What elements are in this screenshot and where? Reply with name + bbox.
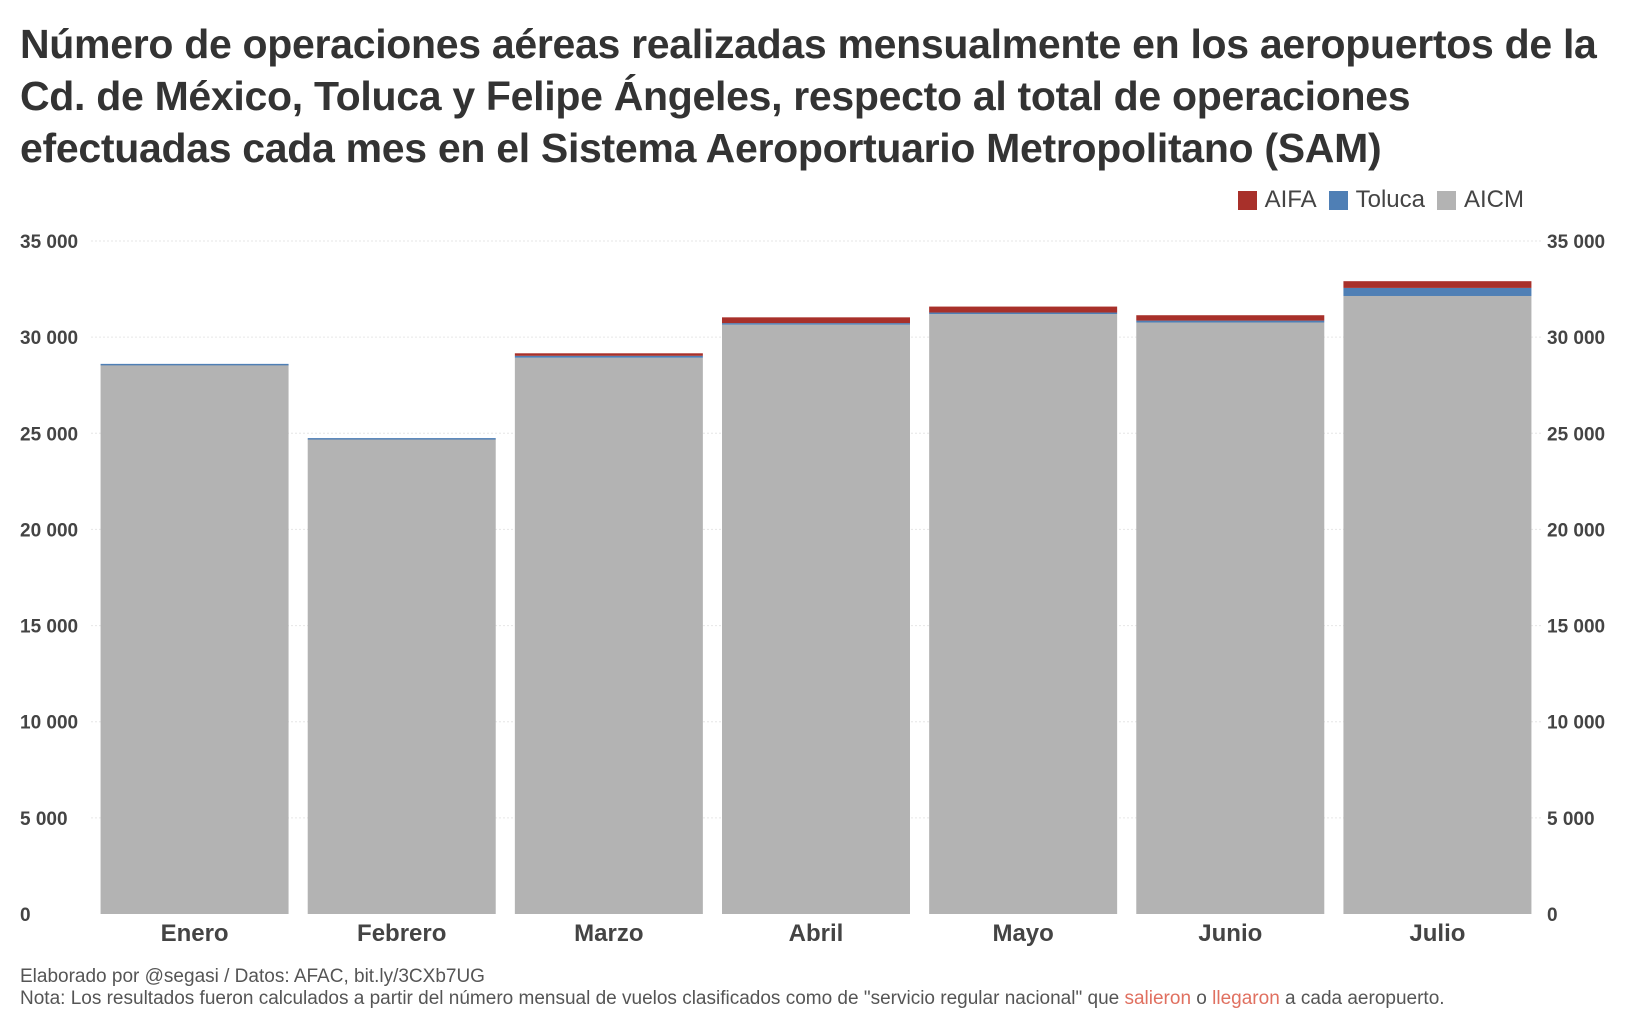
bar-aicm	[514, 357, 703, 915]
bar-aicm	[307, 439, 496, 914]
bar-aicm	[100, 365, 289, 914]
bar-aifa	[1136, 315, 1325, 321]
x-tick-label: Marzo	[574, 920, 643, 947]
y-tick-label-right: 0	[1547, 905, 1558, 926]
bar-toluca	[1343, 287, 1532, 296]
note-o: o	[1191, 988, 1213, 1009]
x-tick-label: Mayo	[992, 920, 1053, 947]
y-tick-label-left: 15 000	[20, 617, 78, 638]
bar-aifa	[722, 317, 910, 324]
bar-aicm	[929, 314, 1118, 914]
bar-toluca	[722, 323, 910, 325]
legend-swatch-aifa	[1237, 190, 1257, 210]
bar-aifa	[514, 353, 703, 356]
legend-swatch-aicm	[1437, 190, 1456, 210]
x-tick-label: Abril	[789, 920, 844, 947]
footer: Elaborado por @segasi / Datos: AFAC, bit…	[20, 966, 1445, 1010]
y-tick-label-left: 20 000	[20, 520, 78, 541]
note-text: Nota: Los resultados fueron calculados a…	[20, 988, 1445, 1010]
bar-toluca	[1136, 320, 1325, 323]
note-llegaron: llegaron	[1212, 988, 1280, 1009]
note-start: Nota: Los resultados fueron calculados a…	[20, 988, 1125, 1009]
y-tick-label-right: 25 000	[1547, 424, 1605, 445]
y-tick-label-left: 10 000	[20, 713, 78, 734]
bar-toluca	[929, 312, 1118, 315]
x-tick-label: Febrero	[357, 920, 446, 947]
y-tick-label-right: 15 000	[1547, 617, 1605, 638]
bar-toluca	[307, 438, 496, 440]
bar-toluca	[514, 355, 703, 358]
x-tick-label: Julio	[1409, 920, 1465, 947]
bar-aicm	[1343, 295, 1532, 914]
bar-aifa	[1343, 281, 1532, 288]
legend-label: AICM	[1464, 186, 1524, 213]
bar-aicm	[1136, 322, 1325, 914]
y-tick-label-right: 30 000	[1547, 328, 1605, 349]
y-tick-label-left: 25 000	[20, 424, 78, 445]
x-tick-label: Junio	[1198, 920, 1262, 947]
chart-title: Número de operaciones aéreas realizadas …	[20, 21, 1597, 171]
x-tick-label: Enero	[161, 920, 229, 947]
note-salieron: salieron	[1124, 988, 1192, 1009]
y-tick-label-left: 35 000	[20, 232, 78, 253]
legend: AIFA Toluca AICM	[1237, 186, 1524, 214]
bar-aicm	[722, 324, 910, 914]
y-tick-label-left: 30 000	[20, 328, 78, 349]
bar-toluca	[100, 363, 289, 366]
legend-item-toluca: Toluca	[1328, 186, 1425, 214]
y-tick-label-right: 10 000	[1547, 713, 1605, 734]
legend-label: AIFA	[1264, 186, 1317, 213]
y-tick-label-right: 35 000	[1547, 232, 1605, 253]
legend-item-aicm: AICM	[1437, 186, 1524, 214]
note-end: a cada aeropuerto.	[1279, 988, 1445, 1009]
y-tick-label-right: 5 000	[1547, 809, 1595, 830]
legend-label: Toluca	[1355, 186, 1425, 213]
bar-aifa	[929, 306, 1118, 313]
credit-text: Elaborado por @segasi / Datos: AFAC, bit…	[20, 966, 485, 987]
y-tick-label-left: 5 000	[20, 809, 68, 830]
y-tick-label-right: 20 000	[1547, 520, 1605, 541]
legend-swatch-toluca	[1328, 190, 1348, 210]
y-tick-label-left: 0	[20, 905, 31, 926]
legend-item-aifa: AIFA	[1237, 186, 1317, 214]
